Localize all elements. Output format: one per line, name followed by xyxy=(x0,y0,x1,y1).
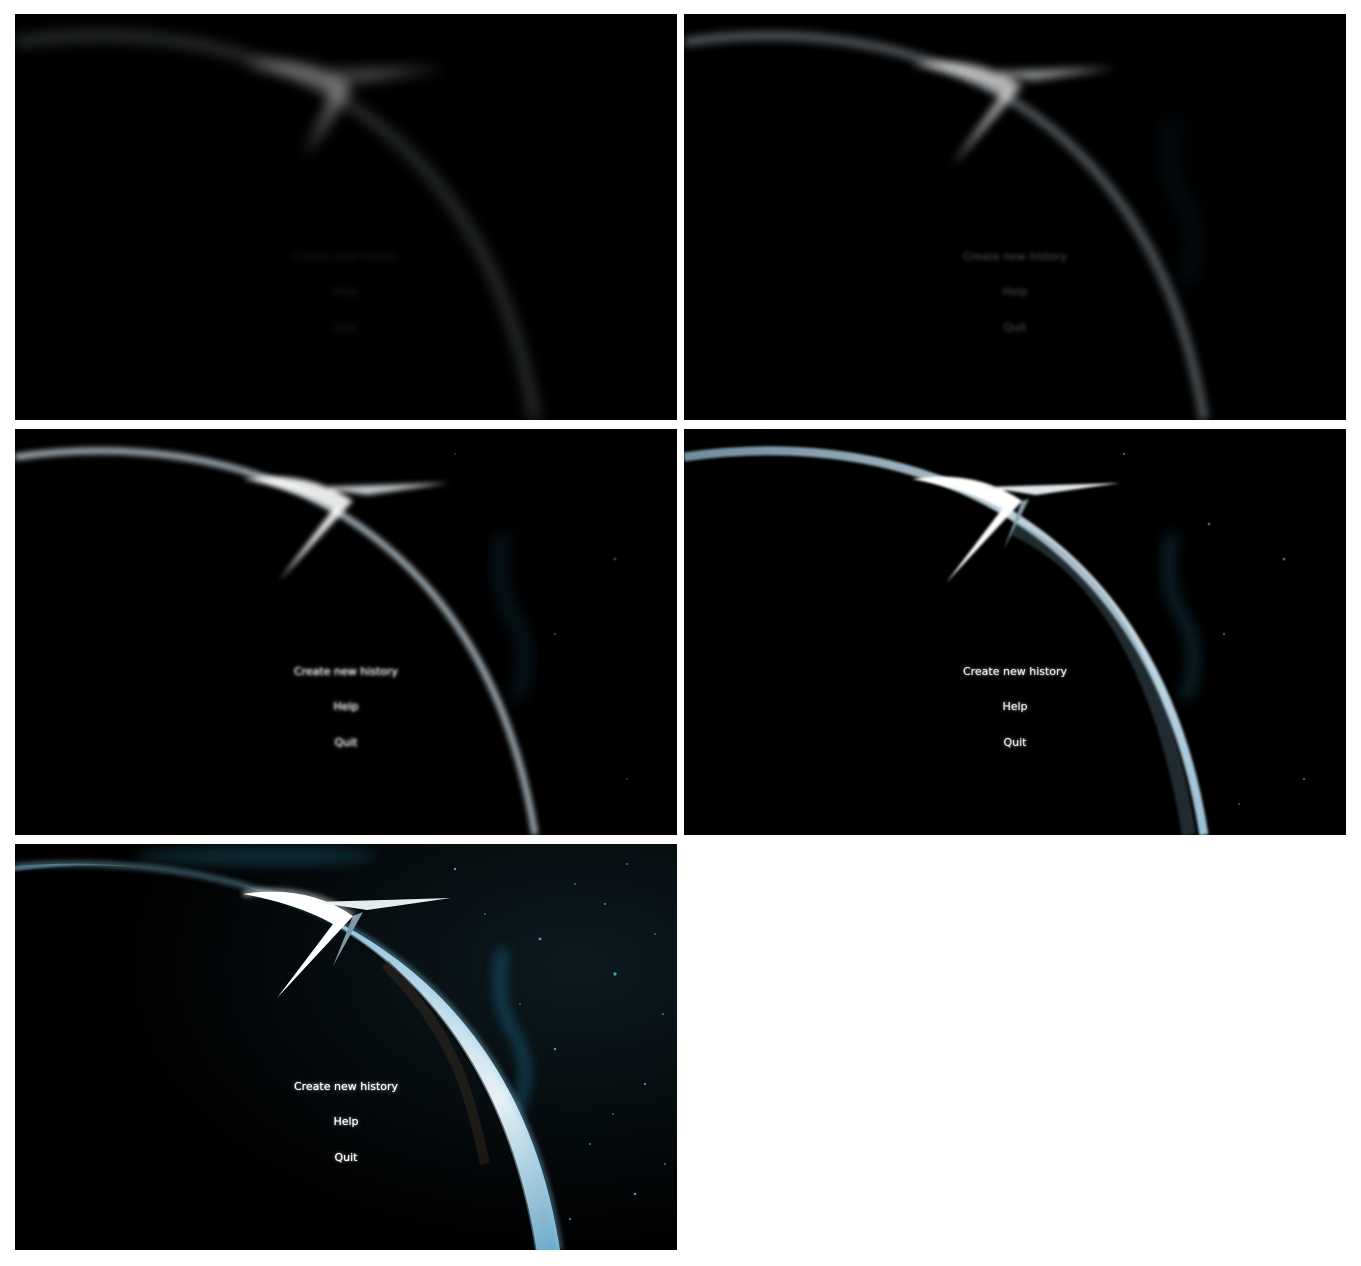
title-screen-frame-3: Create new history Help Quit xyxy=(15,429,677,835)
create-new-history-button[interactable]: Create new history xyxy=(962,665,1068,678)
planet-horizon xyxy=(15,447,539,835)
star-field xyxy=(454,453,628,780)
quit-button[interactable]: Quit xyxy=(334,1151,358,1164)
scene-art xyxy=(684,32,1208,420)
planet-horizon xyxy=(684,446,1209,835)
game-logo-icon xyxy=(243,61,445,157)
title-screen-frame-2: Create new history Help Quit xyxy=(684,14,1346,420)
create-new-history-button[interactable]: Create new history xyxy=(293,665,399,678)
title-screen-frame-4: Create new history Help Quit xyxy=(684,429,1346,835)
nebula xyxy=(135,846,530,1117)
quit-button[interactable]: Quit xyxy=(1003,321,1027,334)
planet-horizon xyxy=(15,31,539,420)
help-button[interactable]: Help xyxy=(1002,285,1028,298)
star-field xyxy=(453,863,666,1220)
create-new-history-button[interactable]: Create new history xyxy=(293,1080,399,1093)
create-new-history-button[interactable]: Create new history xyxy=(293,250,399,263)
scene-art xyxy=(15,844,677,1250)
nebula xyxy=(1163,118,1199,287)
game-logo-icon xyxy=(243,476,449,581)
game-logo-icon xyxy=(242,889,451,998)
main-menu: Create new history Help Quit xyxy=(15,429,677,835)
help-button[interactable]: Help xyxy=(1002,700,1028,713)
main-menu: Create new history Help Quit xyxy=(684,14,1346,420)
quit-button[interactable]: Quit xyxy=(334,321,358,334)
main-menu: Create new history Help Quit xyxy=(15,14,677,420)
main-menu: Create new history Help Quit xyxy=(684,429,1346,835)
help-button[interactable]: Help xyxy=(333,700,359,713)
game-logo-icon xyxy=(912,61,1114,166)
create-new-history-button[interactable]: Create new history xyxy=(962,250,1068,263)
help-button[interactable]: Help xyxy=(333,285,359,298)
game-logo-icon xyxy=(912,476,1120,583)
main-menu: Create new history Help Quit xyxy=(15,844,677,1250)
title-screen-frame-1: Create new history Help Quit xyxy=(15,14,677,420)
scene-art xyxy=(684,446,1306,835)
planet-horizon xyxy=(684,32,1208,420)
nebula xyxy=(494,533,530,702)
scene-art xyxy=(15,31,539,420)
scene-art xyxy=(15,447,628,835)
help-button[interactable]: Help xyxy=(333,1115,359,1128)
star-field xyxy=(1122,452,1306,805)
quit-button[interactable]: Quit xyxy=(334,736,358,749)
planet-horizon xyxy=(15,861,562,1250)
quit-button[interactable]: Quit xyxy=(1003,736,1027,749)
nebula xyxy=(1163,533,1199,702)
title-screen-frame-5: Create new history Help Quit xyxy=(15,844,677,1250)
